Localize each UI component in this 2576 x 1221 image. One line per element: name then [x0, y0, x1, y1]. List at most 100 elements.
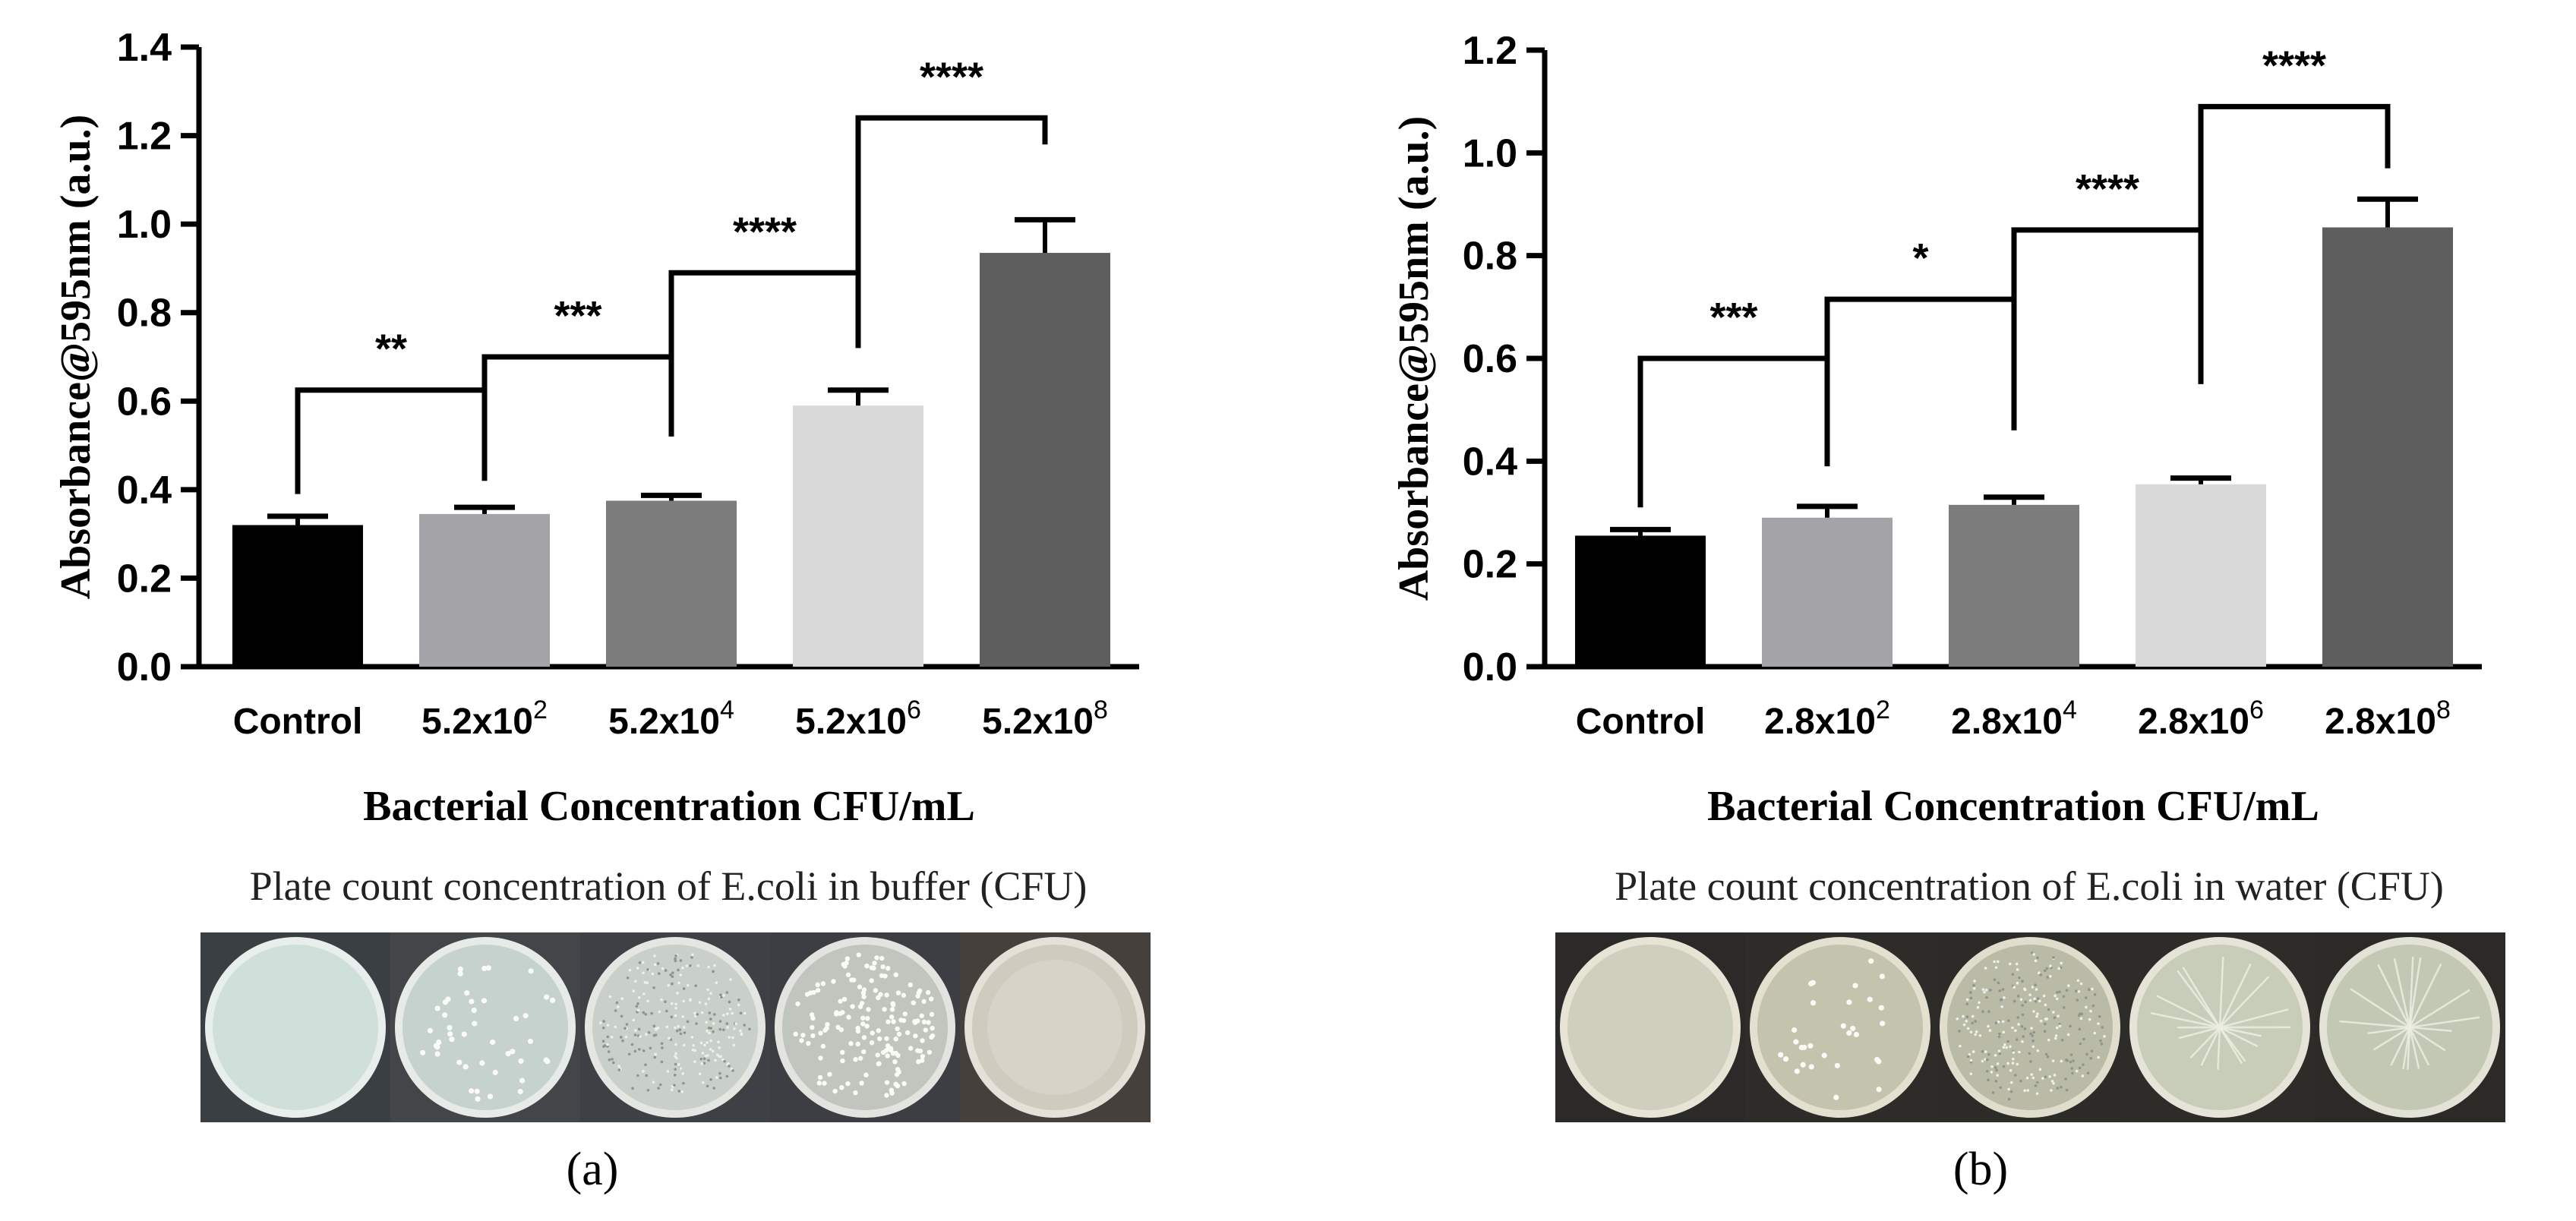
- agar-surface: [1947, 945, 2113, 1110]
- colony: [641, 961, 645, 964]
- colony: [658, 1010, 661, 1014]
- colony: [606, 1035, 610, 1039]
- x-tick-label-exponent: 4: [720, 696, 734, 724]
- colony: [1985, 995, 1988, 999]
- colony: [620, 1014, 623, 1018]
- colony: [725, 1012, 729, 1015]
- colony: [2022, 1035, 2025, 1038]
- plate-caption: Plate count concentration of E.coli in w…: [1615, 863, 2444, 909]
- agar-surface: [213, 945, 378, 1110]
- colony: [2031, 986, 2035, 989]
- colony: [1981, 988, 1985, 991]
- colony: [1880, 1021, 1886, 1027]
- colony: [896, 1031, 902, 1037]
- x-tick-label-exponent: 8: [1094, 696, 1108, 724]
- colony: [608, 995, 612, 999]
- colony: [472, 1021, 478, 1027]
- colony: [2055, 997, 2059, 1001]
- colony: [636, 967, 639, 970]
- colony: [1994, 1066, 1997, 1069]
- chart-panel-a: 0.0 0.2 0.4 0.6 0.8 1.0 1.2 1.4 Absorbance@595nm…: [52, 26, 1151, 1195]
- colony: [1985, 1058, 1989, 1062]
- significance-bracket: [855, 115, 1048, 273]
- colony: [1997, 1032, 2001, 1036]
- colony: [683, 1031, 687, 1034]
- colony: [2014, 1074, 2017, 1077]
- colony: [893, 972, 898, 977]
- streak-line: [2200, 963, 2252, 1066]
- colony: [468, 1088, 475, 1094]
- colony: [642, 1049, 646, 1052]
- haze-area: [987, 960, 1122, 1095]
- colony: [885, 1053, 890, 1059]
- colony: [1965, 1019, 1968, 1023]
- colony: [2031, 1034, 2034, 1037]
- y-axis-label: Absorbance@595nm (a.u.): [1391, 116, 1438, 601]
- x-tick-label-base: 2.8x10: [2325, 702, 2436, 742]
- colony: [674, 1068, 677, 1071]
- colony: [1987, 1078, 1990, 1082]
- colony: [601, 1026, 605, 1030]
- colony: [892, 1059, 898, 1065]
- colony: [652, 986, 655, 989]
- colony: [1876, 1059, 1882, 1065]
- colony: [1993, 978, 1997, 981]
- colony: [1997, 981, 2000, 985]
- colony: [517, 1088, 523, 1095]
- bar: [232, 525, 363, 667]
- plate-caption: Plate count concentration of E.coli in b…: [250, 863, 1088, 909]
- colony: [1876, 1087, 1882, 1093]
- streak-line: [2182, 967, 2243, 1065]
- x-axis-label: Bacterial Concentration CFU/mL: [1707, 783, 2319, 830]
- colony: [657, 972, 661, 975]
- colony: [670, 1015, 674, 1019]
- colony: [2050, 1079, 2054, 1083]
- colony: [1956, 1017, 1959, 1021]
- colony: [1993, 960, 1996, 964]
- colony: [680, 1090, 683, 1093]
- colony: [2085, 1005, 2088, 1009]
- colony: [2076, 979, 2080, 983]
- colony: [1971, 1050, 1975, 1053]
- colony: [2047, 1008, 2050, 1011]
- colony: [695, 1022, 698, 1025]
- colony: [2016, 968, 2019, 971]
- colony: [677, 1090, 681, 1093]
- colony: [2028, 1052, 2031, 1055]
- colony: [696, 964, 700, 967]
- colony: [2019, 998, 2023, 1002]
- y-tick-label: 0.2: [117, 557, 172, 601]
- y-tick-label: 0.4: [117, 469, 172, 513]
- colony: [649, 1046, 652, 1050]
- colony: [850, 1004, 855, 1009]
- streak-line: [2350, 988, 2446, 1052]
- colony: [619, 1036, 623, 1039]
- colony: [2021, 980, 2024, 983]
- colony: [479, 1060, 485, 1066]
- colony: [718, 1020, 722, 1023]
- colony: [2015, 962, 2019, 966]
- colony: [718, 1071, 721, 1075]
- colony: [1975, 1030, 1978, 1033]
- colony: [2009, 1069, 2012, 1072]
- colony: [675, 1029, 679, 1033]
- colony: [2071, 1071, 2074, 1075]
- significance-label: ****: [733, 209, 797, 254]
- colony: [904, 1030, 911, 1036]
- colony: [611, 1058, 614, 1061]
- colony: [832, 1088, 838, 1094]
- colony: [660, 1042, 664, 1046]
- colony: [445, 996, 451, 1002]
- colony: [2054, 1034, 2058, 1037]
- colony: [734, 1022, 738, 1025]
- x-tick-label-base: 5.2x10: [982, 702, 1094, 742]
- x-tick-label-base: 5.2x10: [608, 702, 720, 742]
- significance-label: ****: [920, 54, 983, 99]
- colony: [743, 1011, 747, 1015]
- colony: [902, 1011, 908, 1017]
- colony: [632, 1018, 636, 1022]
- colony: [2079, 1017, 2083, 1021]
- colony: [1973, 980, 1976, 983]
- y-tick-label: 0.6: [117, 380, 172, 424]
- colony: [851, 977, 857, 983]
